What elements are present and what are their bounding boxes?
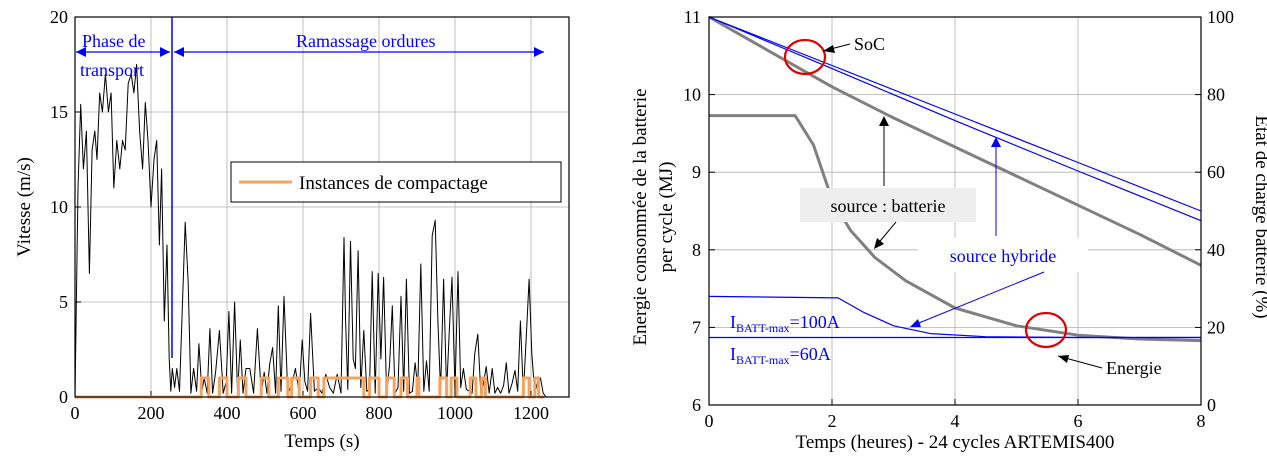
source-hybride-label: source hybride bbox=[950, 246, 1056, 266]
phase2-label: Ramassage ordures bbox=[296, 31, 435, 51]
right-series-line-2 bbox=[708, 16, 1202, 222]
left-x-tick-label: 1200 bbox=[513, 403, 549, 423]
left-y-axis-label: Vitesse (m/s) bbox=[14, 157, 35, 257]
soc-arrow bbox=[822, 43, 851, 53]
right-y-tick-label: 6 bbox=[692, 395, 701, 415]
right-y-tick-label: 9 bbox=[692, 162, 701, 182]
i100-rest: =100A bbox=[790, 312, 840, 332]
left-chart: 0 200 400 600 800 1000 1200 0 5 10 15 20 Phase de t… bbox=[14, 7, 570, 452]
right-x-tick-label: 6 bbox=[1074, 411, 1083, 431]
phase2-arrow bbox=[174, 47, 544, 57]
left-tick-labels: 0 200 400 600 800 1000 1200 0 5 10 15 20 bbox=[50, 7, 549, 423]
energie-label: Energie bbox=[1106, 358, 1162, 378]
right-y2-tick-label: 20 bbox=[1207, 317, 1225, 337]
left-y-tick-label: 0 bbox=[59, 387, 68, 407]
left-y-tick-label: 10 bbox=[50, 197, 68, 217]
right-y-axis-label-line2: per cycle (MJ) bbox=[656, 162, 677, 273]
left-x-tick-label: 1000 bbox=[437, 403, 473, 423]
ibatt-60a-label: IBATT-max=60A bbox=[730, 344, 831, 367]
left-grid bbox=[74, 16, 569, 398]
left-x-tick-label: 0 bbox=[71, 403, 80, 423]
left-x-tick-label: 600 bbox=[290, 403, 317, 423]
energie-arrow bbox=[1057, 355, 1103, 369]
right-y2-tick-label: 40 bbox=[1207, 240, 1225, 260]
right-x-tick-label: 0 bbox=[705, 411, 714, 431]
right-series bbox=[708, 15, 1202, 343]
left-y-tick-label: 20 bbox=[50, 7, 68, 27]
right-y2-tick-label: 80 bbox=[1207, 85, 1225, 105]
left-x-tick-label: 400 bbox=[214, 403, 241, 423]
right-x-tick-label: 2 bbox=[828, 411, 837, 431]
left-y-tick-label: 5 bbox=[59, 292, 68, 312]
svg-text:IBATT-max=100A: IBATT-max=100A bbox=[730, 312, 840, 335]
energie-highlight-circle bbox=[1024, 311, 1068, 349]
left-y-tick-label: 15 bbox=[50, 102, 68, 122]
legend-box: Instances de compactage bbox=[230, 161, 562, 203]
source-batterie-label: source : batterie bbox=[831, 196, 946, 216]
right-y-tick-label: 10 bbox=[683, 85, 701, 105]
right-y2-tick-label: 0 bbox=[1207, 395, 1216, 415]
right-y-axis-label-line1: Energie consommée de la batterie bbox=[630, 88, 651, 345]
left-x-tick-label: 200 bbox=[138, 403, 165, 423]
phase1-arrow bbox=[76, 47, 170, 57]
source-batterie-box: source : batterie bbox=[800, 188, 976, 222]
right-plot-frame bbox=[708, 16, 1202, 406]
compaction-series-line bbox=[75, 376, 545, 399]
right-series-line-1 bbox=[708, 16, 1202, 212]
i60-sub: BATT-max bbox=[736, 353, 790, 367]
i100-main: I bbox=[730, 312, 736, 332]
right-series-line-0 bbox=[708, 15, 1202, 267]
right-chart: 0 2 4 6 8 6 7 8 9 10 11 0 20 40 60 80 100 SoC Energie so… bbox=[630, 7, 1267, 453]
right-y-tick-label: 7 bbox=[692, 317, 701, 337]
legend-entry: Instances de compactage bbox=[299, 173, 488, 194]
source-batterie-arrows bbox=[874, 116, 897, 249]
right-x-axis-label: Temps (heures) - 24 cycles ARTEMIS400 bbox=[796, 432, 1115, 453]
i60-main: I bbox=[730, 344, 736, 364]
right-y2-axis-label: Etat de charge batterie (%) bbox=[1251, 115, 1267, 318]
right-y2-tick-label: 60 bbox=[1207, 162, 1225, 182]
i60-rest: =60A bbox=[790, 344, 831, 364]
right-tick-labels: 0 2 4 6 8 6 7 8 9 10 11 0 20 40 60 80 100 bbox=[683, 7, 1234, 431]
svg-text:IBATT-max=60A: IBATT-max=60A bbox=[730, 344, 831, 367]
left-x-tick-label: 800 bbox=[366, 403, 393, 423]
right-y-tick-label: 8 bbox=[692, 240, 701, 260]
ibatt-100a-label: IBATT-max=100A bbox=[730, 312, 840, 335]
right-x-tick-label: 8 bbox=[1197, 411, 1206, 431]
right-y-tick-label: 11 bbox=[684, 7, 701, 27]
source-hybride-arrows bbox=[910, 137, 1045, 327]
soc-label: SoC bbox=[854, 34, 885, 54]
soc-highlight-circle bbox=[783, 38, 827, 76]
phase1-label-line1: Phase de bbox=[82, 31, 145, 51]
left-plot-frame bbox=[74, 16, 570, 398]
speed-series-line bbox=[74, 64, 547, 398]
right-x-tick-label: 4 bbox=[951, 411, 960, 431]
right-y2-tick-label: 100 bbox=[1207, 7, 1234, 27]
source-hybride-box: source hybride bbox=[918, 238, 1088, 272]
i100-sub: BATT-max bbox=[736, 321, 790, 335]
left-x-axis-label: Temps (s) bbox=[284, 431, 359, 452]
left-series bbox=[74, 64, 547, 399]
right-series-line-3 bbox=[709, 114, 1202, 343]
phase1-label-line2: transport bbox=[80, 60, 144, 80]
